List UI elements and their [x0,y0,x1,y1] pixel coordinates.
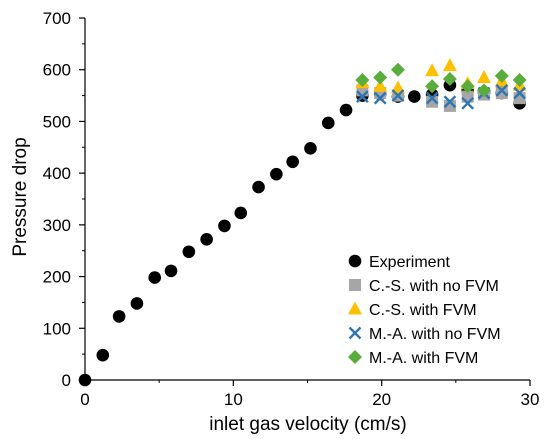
x-axis-ticks: 0 10 20 30 [80,380,539,409]
data-point [390,62,405,77]
data-point [252,180,265,194]
y-tick-label: 500 [43,112,71,131]
data-point [356,90,369,103]
y-tick-label: 600 [43,61,71,80]
data-point [425,79,440,94]
data-point [148,271,162,284]
legend-item: C.-S. with FVM [348,301,477,319]
x-tick-label: 0 [80,390,89,409]
legend-marker [348,254,362,268]
axes [84,18,530,381]
data-point [460,79,475,94]
data-points [78,58,527,387]
data-point [408,90,421,103]
legend-marker [348,350,362,364]
x-tick-label: 30 [521,390,540,409]
y-tick-label: 400 [43,164,71,183]
data-point [130,297,144,310]
data-point [443,95,457,109]
legend-label: M.-A. with no FVM [369,326,501,343]
legend-label: C.-S. with FVM [369,302,477,319]
data-point [112,310,126,323]
x-tick-label: 20 [372,390,391,409]
data-point [461,96,475,110]
legend-marker [348,301,362,315]
data-point [390,80,405,94]
legend-marker [348,326,362,340]
data-point [373,70,388,85]
data-point [495,86,508,99]
series-4 [356,84,526,110]
data-point [443,99,456,112]
data-point [512,73,527,88]
legend-item: Experiment [348,254,450,271]
data-point [373,91,387,105]
legend-label: C.-S. with no FVM [369,278,499,295]
data-point [477,69,492,83]
y-tick-label: 300 [43,216,71,235]
data-point [425,63,440,77]
data-point [321,116,335,130]
x-tick-label: 10 [224,390,243,409]
y-tick-label: 100 [43,319,71,338]
data-point [200,233,213,246]
series-1 [78,78,526,387]
y-tick-label: 0 [62,371,71,390]
legend: Experiment C.-S. with no FVM C.-S. with FV… [348,254,501,367]
data-point [339,103,353,117]
data-point [96,348,110,362]
data-point [391,89,405,102]
y-axis-ticks: 0 100 200 300 400 500 600 700 [43,9,85,390]
data-point [426,95,439,108]
data-point [513,86,526,100]
data-point [355,73,370,88]
data-point [164,264,178,278]
data-point [218,219,231,233]
x-axis-title: inlet gas velocity (cm/s) [209,414,406,435]
legend-item: M.-A. with FVM [348,350,478,367]
data-point [477,83,492,98]
data-point [78,373,92,387]
data-point [495,84,509,97]
data-point [373,78,388,92]
data-point [234,206,248,220]
legend-label: M.-A. with FVM [369,350,478,367]
y-axis-title: Pressure drop [10,137,31,256]
legend-item: M.-A. with no FVM [348,326,501,343]
data-point [286,155,299,169]
y-tick-label: 200 [43,268,71,287]
data-point [270,167,283,181]
data-point [442,58,457,72]
series-5 [355,62,527,98]
data-point [494,68,509,83]
y-tick-label: 700 [43,9,71,28]
legend-label: Experiment [369,254,450,271]
legend-item: C.-S. with no FVM [349,278,499,295]
legend-marker [349,279,361,291]
data-point [442,72,457,87]
data-point [425,91,439,105]
data-point [182,245,196,259]
data-point [304,142,317,155]
